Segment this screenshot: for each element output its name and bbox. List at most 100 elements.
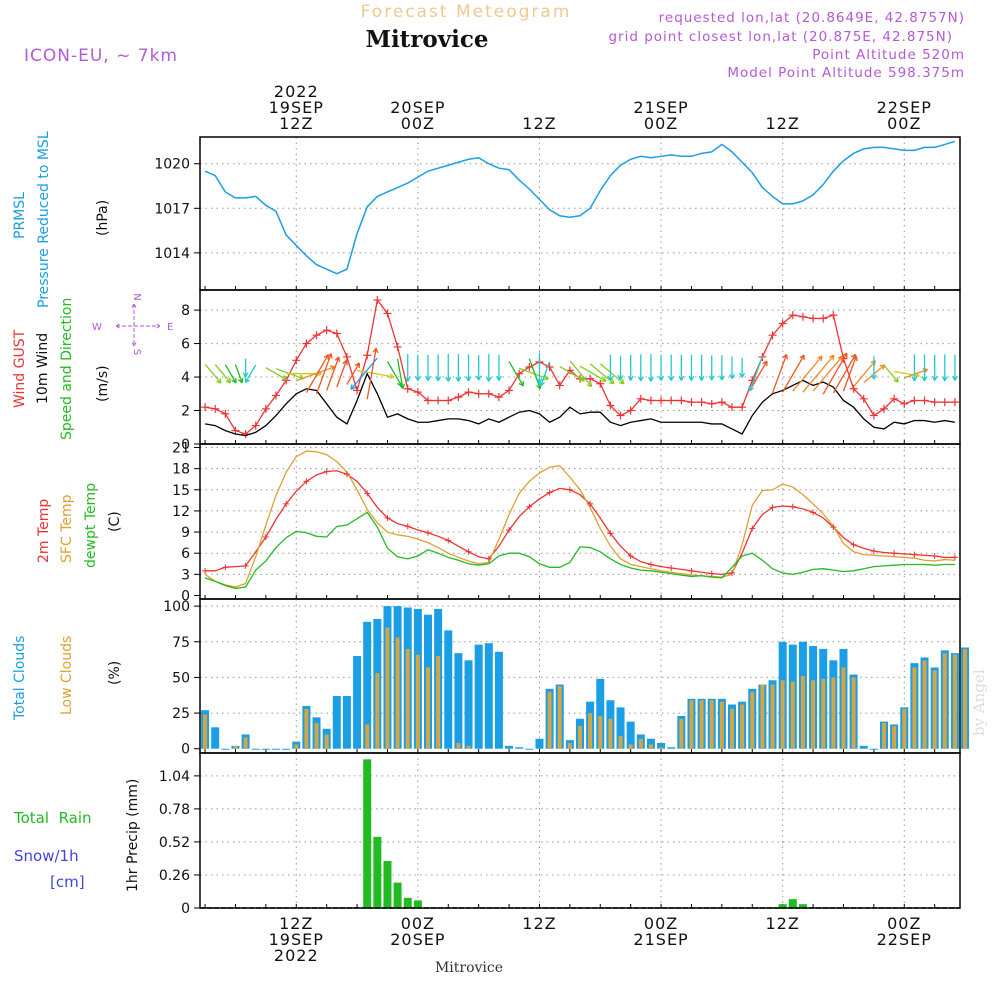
low-cloud-bar bbox=[466, 745, 471, 749]
gust-marker bbox=[342, 352, 351, 361]
t2m-marker bbox=[647, 561, 654, 568]
location-title: Mitrovice bbox=[365, 26, 488, 53]
wind-gust-label: Wind GUST bbox=[12, 329, 28, 408]
gust-marker bbox=[616, 411, 625, 420]
gust-marker bbox=[687, 398, 696, 407]
total-cloud-bar bbox=[535, 738, 544, 749]
gust-marker bbox=[413, 388, 422, 397]
t2m-marker bbox=[384, 514, 391, 521]
wind-arrow bbox=[792, 355, 823, 392]
t2m-line bbox=[205, 470, 955, 575]
wind-arrow bbox=[951, 354, 958, 381]
gust-marker bbox=[302, 339, 311, 348]
rain-bar bbox=[778, 904, 787, 908]
low-cloud-bar bbox=[730, 708, 734, 749]
t2m-marker bbox=[262, 534, 269, 540]
t2m-marker bbox=[931, 553, 938, 560]
time-label: 19SEP bbox=[269, 98, 324, 117]
t2m-marker bbox=[242, 562, 249, 569]
total-rain-label: Total Rain bbox=[13, 809, 92, 827]
t2m-marker bbox=[810, 509, 817, 516]
t2m-marker bbox=[526, 503, 533, 510]
t2m-marker bbox=[364, 490, 371, 497]
temperature-units: (C) bbox=[107, 511, 123, 532]
wind-arrow bbox=[346, 362, 360, 385]
wind-arrow bbox=[668, 354, 675, 381]
t2m-marker bbox=[627, 553, 634, 560]
gust-marker bbox=[809, 314, 818, 323]
low-cloud-bar bbox=[314, 723, 319, 749]
low-cloud-bar bbox=[882, 723, 886, 749]
total-cloud-bar bbox=[505, 745, 514, 749]
wind-arrow bbox=[455, 353, 462, 382]
total-cloud-bar bbox=[667, 747, 676, 749]
gust-marker bbox=[920, 396, 929, 405]
low-cloud-bar bbox=[750, 691, 755, 749]
requested-coords: requested lon,lat (20.8649E, 42.8757N) bbox=[659, 10, 965, 26]
low-cloud-bar bbox=[790, 681, 795, 749]
gust-marker bbox=[332, 329, 341, 338]
precip-ytick-label: 0.26 bbox=[159, 868, 190, 884]
time-label: 22SEP bbox=[877, 98, 932, 117]
total-cloud-bar bbox=[646, 738, 655, 749]
wind-arrow bbox=[242, 358, 249, 378]
clouds-ytick-label: 0 bbox=[181, 742, 190, 758]
total-clouds-label: Total Clouds bbox=[12, 636, 28, 721]
wind-arrow bbox=[729, 356, 735, 380]
low-cloud-bar bbox=[760, 684, 765, 749]
low-cloud-bar bbox=[294, 744, 299, 749]
total-cloud-bar bbox=[444, 630, 453, 749]
total-cloud-bar bbox=[221, 748, 230, 750]
t2m-marker bbox=[404, 523, 411, 530]
time-label: 20SEP bbox=[390, 98, 445, 117]
time-label: 12Z bbox=[279, 914, 313, 933]
low-cloud-bar bbox=[689, 700, 694, 749]
t2m-marker bbox=[789, 503, 796, 510]
low-cloud-bar bbox=[942, 653, 947, 749]
wind-arrow bbox=[802, 354, 835, 393]
total-cloud-bar bbox=[869, 748, 878, 750]
rain-bar bbox=[383, 860, 392, 908]
low-cloud-bar bbox=[841, 667, 846, 749]
t2m-marker bbox=[708, 570, 715, 577]
wind-arrow bbox=[326, 356, 341, 391]
low-cloud-bar bbox=[821, 678, 826, 749]
low-cloud-bar bbox=[719, 701, 724, 749]
t2m-marker bbox=[850, 541, 857, 548]
gust-marker bbox=[940, 398, 949, 407]
clouds-ytick-label: 50 bbox=[172, 670, 190, 686]
wind-arrow bbox=[637, 354, 644, 382]
t2m-marker bbox=[688, 567, 695, 574]
precip-ytick-label: 0 bbox=[181, 901, 190, 917]
total-cloud-bar bbox=[525, 748, 534, 750]
wind-ytick-label: 8 bbox=[181, 303, 190, 319]
wind-arrow bbox=[883, 364, 899, 383]
gust-marker bbox=[697, 398, 706, 407]
wind-arrow bbox=[366, 347, 379, 400]
rain-bar bbox=[373, 836, 382, 908]
total-cloud-bar bbox=[484, 643, 493, 749]
low-cloud-bar bbox=[902, 708, 907, 749]
wind-arrow bbox=[475, 355, 482, 381]
pressure-ytick-label: 1017 bbox=[154, 201, 190, 217]
low-cloud-bar bbox=[770, 684, 775, 749]
wind-arrow bbox=[658, 354, 665, 381]
precip-units: 1hr Precip (mm) bbox=[125, 779, 141, 892]
gust-marker bbox=[788, 311, 797, 320]
compass-north: N bbox=[131, 293, 142, 300]
wind-panel-labels: Wind GUST 10m Wind Speed and Direction (… bbox=[12, 293, 173, 440]
t2m-marker bbox=[222, 564, 229, 571]
low-cloud-bar bbox=[699, 700, 704, 749]
wind-arrow bbox=[647, 353, 654, 382]
gust-marker bbox=[738, 403, 747, 412]
wind-arrow bbox=[336, 359, 348, 388]
time-label: 20SEP bbox=[390, 930, 445, 949]
wind-arrow bbox=[414, 354, 421, 381]
wind-ytick-label: 0 bbox=[181, 437, 190, 453]
t2m-marker bbox=[891, 550, 898, 557]
low-cloud-bar bbox=[811, 680, 816, 749]
rain-bar bbox=[413, 900, 422, 908]
precip-ytick-label: 0.78 bbox=[159, 802, 190, 818]
total-cloud-bar bbox=[353, 656, 362, 749]
gust-marker bbox=[353, 386, 362, 395]
